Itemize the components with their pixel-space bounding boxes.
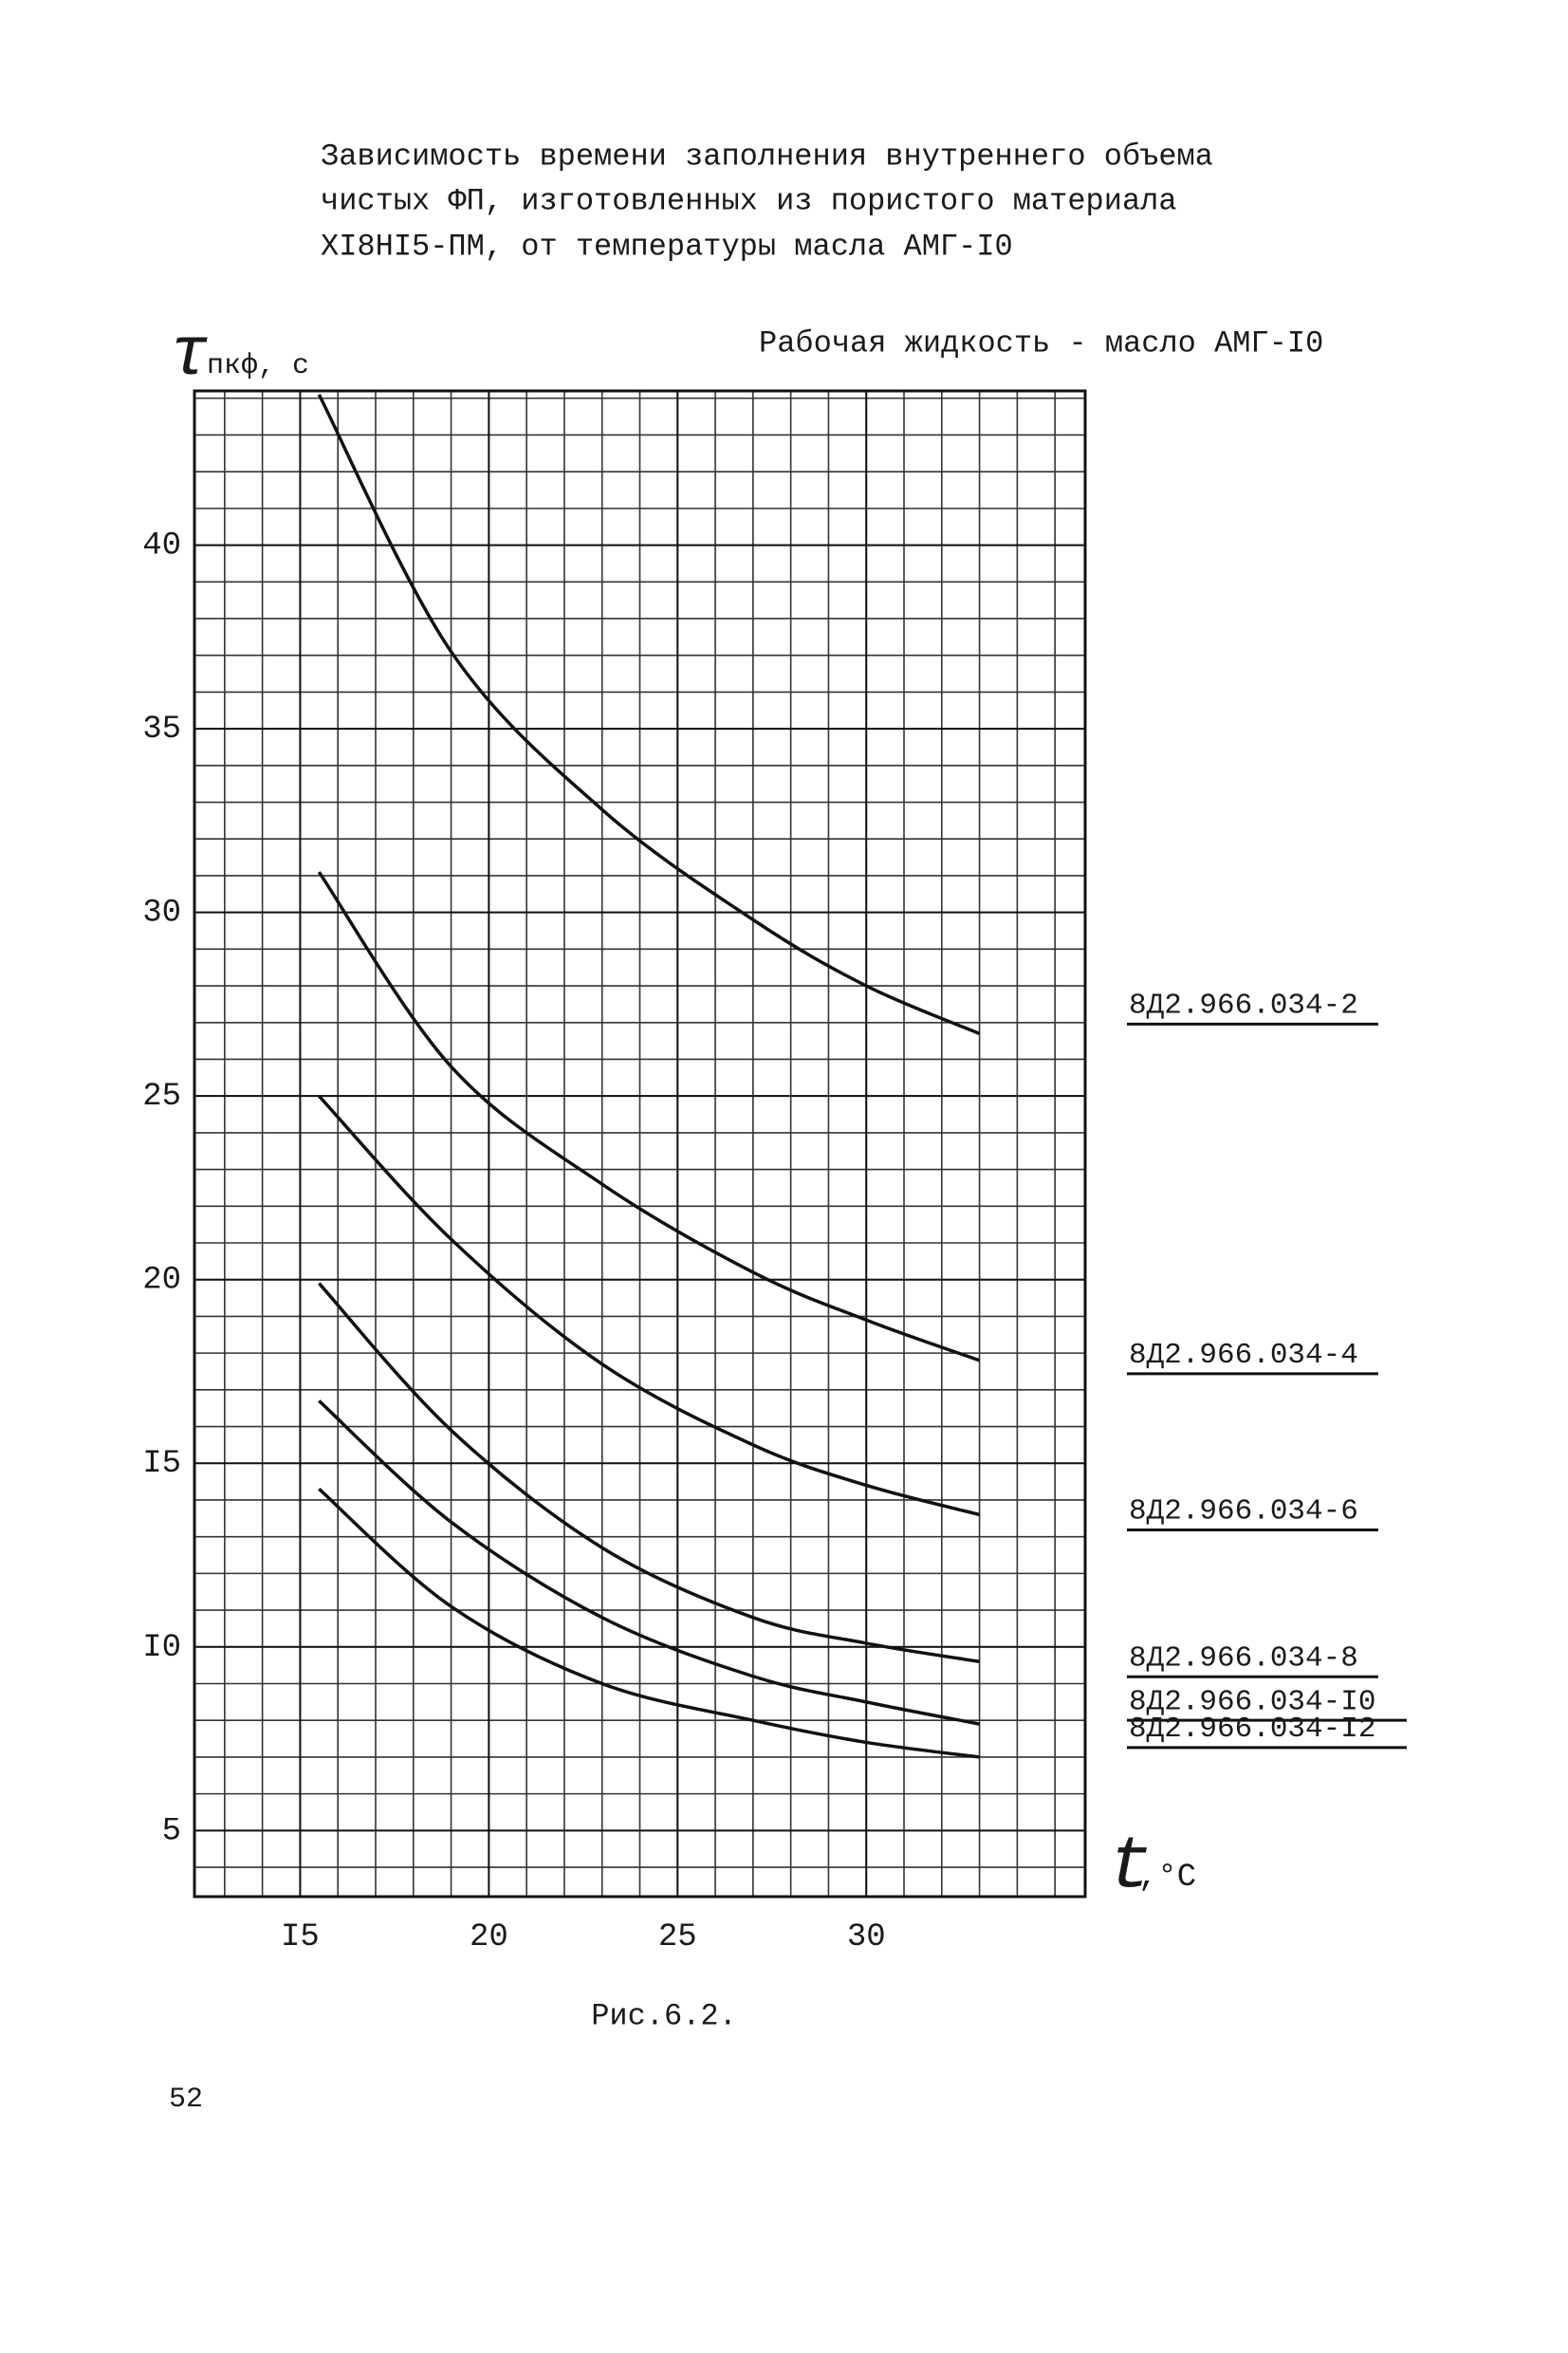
y-axis-symbol: τ xyxy=(169,317,210,395)
y-tick-label: 40 xyxy=(142,528,181,565)
legend-label: 8Д2.966.034-I0 xyxy=(1129,1685,1375,1718)
x-tick-label: 30 xyxy=(847,1919,886,1955)
title-line: XI8HI5-ПМ, от температуры масла АМГ-I0 xyxy=(321,229,1013,264)
caption: Рис.6.2. xyxy=(591,1998,737,2033)
y-tick-label: 30 xyxy=(142,896,181,932)
y-tick-label: I5 xyxy=(142,1446,181,1482)
x-tick-label: I5 xyxy=(281,1919,320,1955)
plot-frame xyxy=(193,389,1087,1899)
y-tick-label: I0 xyxy=(142,1630,181,1666)
page-number: 52 xyxy=(169,2084,203,2116)
curve xyxy=(318,1094,981,1517)
curve xyxy=(317,394,981,1035)
title-line: чистых ФП, изготовленных из пористого ма… xyxy=(321,183,1177,218)
legend-label: 8Д2.966.034-2 xyxy=(1129,990,1358,1023)
x-tick-label: 25 xyxy=(658,1919,697,1955)
annotation: Рабочая жидкость - масло АМГ-I0 xyxy=(759,325,1323,361)
legend-label: 8Д2.966.034-6 xyxy=(1129,1495,1358,1529)
y-tick-label: 5 xyxy=(162,1813,181,1849)
title-line: Зависимость времени заполнения внутренне… xyxy=(321,139,1213,174)
curve xyxy=(318,1399,980,1726)
legend-label: 8Д2.966.034-8 xyxy=(1129,1641,1358,1675)
x-tick-label: 20 xyxy=(470,1919,508,1955)
y-tick-label: 25 xyxy=(142,1079,181,1115)
y-axis-label: пкф, с xyxy=(207,350,309,382)
legend-label: 8Д2.966.034-4 xyxy=(1129,1339,1358,1372)
y-tick-label: 20 xyxy=(142,1263,181,1299)
legend-label: 8Д2.966.034-I2 xyxy=(1129,1713,1375,1746)
x-axis-symbol: t xyxy=(1108,1826,1153,1910)
x-axis-label: ,°C xyxy=(1138,1860,1196,1896)
curve xyxy=(318,1488,980,1759)
curve xyxy=(317,871,981,1362)
curve xyxy=(317,1282,980,1663)
y-tick-label: 35 xyxy=(142,712,181,748)
